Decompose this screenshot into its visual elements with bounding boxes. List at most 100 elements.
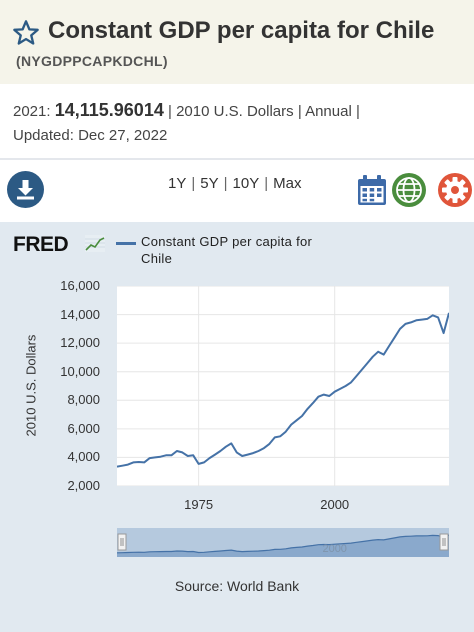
data-point[interactable] [185,454,190,459]
data-point[interactable] [425,316,430,321]
range-navigator[interactable]: 2000 [116,528,450,557]
data-point[interactable] [381,352,386,357]
page-title: Constant GDP per capita for Chile (NYGDP… [16,17,468,75]
data-point[interactable] [174,449,179,454]
data-point[interactable] [408,320,413,325]
data-point[interactable] [142,460,147,465]
y-tick-label: 2,000 [67,478,100,493]
data-point[interactable] [207,456,212,461]
observation-summary: 2021: 14,115.96014 | 2010 U.S. Dollars |… [13,100,360,144]
data-point[interactable] [354,374,359,379]
data-point[interactable] [212,452,217,457]
data-point[interactable] [310,401,315,406]
calendar-icon[interactable] [354,172,390,208]
data-point[interactable] [147,456,152,461]
observation-value: 14,115.96014 [54,100,164,120]
data-point[interactable] [240,454,245,459]
observation-year: 2021: [13,103,51,120]
x-tick-label: 2000 [320,497,350,512]
navigator-handle-left[interactable] [117,533,127,551]
y-tick-label: 14,000 [60,306,100,322]
y-tick-label: 8,000 [67,392,100,408]
units: 2010 U.S. Dollars [176,103,294,120]
data-point[interactable] [403,321,408,326]
data-point[interactable] [196,461,201,466]
navigator-tick-label: 2000 [322,543,346,555]
data-point[interactable] [131,460,136,465]
data-point[interactable] [436,315,441,320]
updated-date: Dec 27, 2022 [78,127,168,144]
data-point[interactable] [283,429,288,434]
divider [0,158,474,160]
data-point[interactable] [256,449,261,454]
data-point[interactable] [229,441,234,446]
data-point[interactable] [300,414,305,419]
data-point[interactable] [223,444,228,449]
series-title: Constant GDP per capita for Chile [48,17,435,44]
data-point[interactable] [163,453,168,458]
series-header [0,0,474,84]
plot-area[interactable] [116,285,450,487]
data-point[interactable] [245,452,250,457]
range-10y[interactable]: 10Y [232,175,260,192]
data-point[interactable] [251,451,256,456]
data-point[interactable] [343,384,348,389]
fred-logo[interactable]: FRED [13,233,69,256]
star-icon[interactable] [12,19,40,47]
data-point[interactable] [365,361,370,366]
data-point[interactable] [338,386,343,391]
navigator-chart: 2000 [116,528,450,557]
data-point[interactable] [327,394,332,399]
download-button[interactable] [7,171,44,208]
data-point[interactable] [316,394,321,399]
line-chart [116,285,450,487]
frequency: Annual [305,103,352,120]
data-point[interactable] [332,389,337,394]
navigator-area [117,535,449,557]
data-point[interactable] [441,331,446,336]
data-point[interactable] [419,317,424,322]
data-point[interactable] [234,450,239,455]
data-point[interactable] [387,344,392,349]
data-point[interactable] [349,380,354,385]
data-point[interactable] [370,354,375,359]
data-point[interactable] [392,335,397,340]
globe-icon[interactable] [391,172,427,208]
range-max[interactable]: Max [273,175,302,192]
data-point[interactable] [261,446,266,451]
data-point[interactable] [272,435,277,440]
data-point[interactable] [430,313,435,318]
navigator-handle-right[interactable] [439,533,449,551]
data-point[interactable] [305,406,310,411]
data-point[interactable] [398,326,403,331]
gear-icon[interactable] [437,172,473,208]
range-5y[interactable]: 5Y [200,175,219,192]
data-point[interactable] [376,349,381,354]
data-point[interactable] [414,318,419,323]
legend-line [116,242,136,245]
data-point[interactable] [117,464,120,469]
data-point[interactable] [169,453,174,458]
data-point[interactable] [321,392,326,397]
date-range-selector: 1Y | 5Y | 10Y | Max [168,175,302,192]
source-label: Source: World Bank [174,578,300,594]
data-point[interactable] [289,422,294,427]
data-point[interactable] [202,460,207,465]
data-point[interactable] [158,454,163,459]
data-point[interactable] [180,450,185,455]
download-icon [17,180,34,200]
data-point[interactable] [153,455,158,460]
series-line [116,312,450,468]
data-point[interactable] [120,463,125,468]
data-point[interactable] [278,434,283,439]
data-point[interactable] [125,462,130,467]
data-point[interactable] [267,441,272,446]
data-point[interactable] [136,460,141,465]
range-1y[interactable]: 1Y [168,175,187,192]
data-point[interactable] [218,449,223,454]
legend-label: Constant GDP per capita for Chile [141,234,313,266]
data-point[interactable] [191,453,196,458]
data-point[interactable] [294,418,299,423]
series-id: (NYGDPPCAPKDCHL) [16,53,168,69]
data-point[interactable] [359,367,364,372]
